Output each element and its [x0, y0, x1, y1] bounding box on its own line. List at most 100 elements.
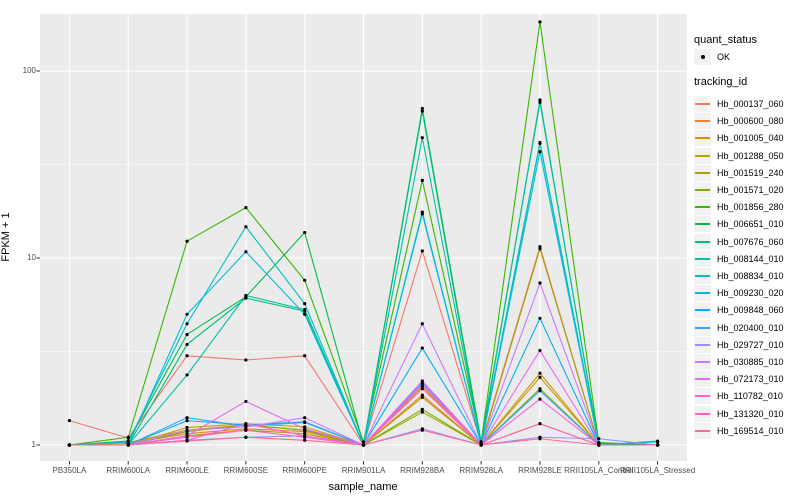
data-point — [185, 435, 189, 439]
data-point — [244, 296, 248, 300]
legend-key-label: Hb_131320_010 — [717, 408, 784, 419]
legend-key-Hb_008144_010: Hb_008144_010 — [694, 250, 800, 267]
data-point — [244, 435, 248, 439]
data-point — [185, 416, 189, 420]
data-point — [185, 425, 189, 430]
data-point — [244, 225, 248, 229]
data-point — [185, 312, 189, 316]
legend-key-label: Hb_000600_080 — [717, 116, 784, 127]
legend-color-line-icon — [695, 361, 710, 363]
legend-key-Hb_001288_050: Hb_001288_050 — [694, 147, 800, 164]
data-point — [420, 106, 424, 111]
legend-color-line-icon — [695, 257, 710, 260]
legend-key-label: Hb_006651_010 — [717, 219, 784, 230]
data-point — [361, 443, 366, 447]
legend-key-label: Hb_001519_240 — [717, 167, 784, 178]
data-point — [303, 435, 307, 439]
legend-color-line-icon — [695, 171, 710, 174]
legend-key-Hb_020400_010: Hb_020400_010 — [694, 319, 800, 336]
legend-key-label: Hb_008834_010 — [717, 271, 784, 281]
y-tick-label-100: 100 — [22, 66, 36, 75]
data-point — [538, 141, 542, 146]
legend-key-label: Hb_009848_060 — [717, 305, 784, 316]
data-point — [597, 437, 601, 441]
data-point — [538, 247, 542, 251]
data-point — [303, 416, 307, 420]
data-point — [185, 239, 189, 243]
legend-color-line-icon — [695, 103, 710, 105]
quant-status-key-ok: OK — [694, 49, 794, 65]
legend-key-label: Hb_001571_020 — [717, 185, 784, 195]
data-point — [420, 387, 424, 391]
legend-key-Hb_001571_020: Hb_001571_020 — [694, 182, 800, 198]
legend-color-line-icon — [695, 292, 710, 295]
legend-color-line-icon — [695, 326, 710, 329]
legend-key-Hb_009230_020: Hb_009230_020 — [694, 285, 800, 302]
data-point — [538, 316, 542, 320]
legend-color-line-icon — [695, 395, 710, 398]
data-point — [420, 428, 424, 432]
data-point — [185, 428, 189, 432]
data-point — [303, 427, 307, 431]
legend-color-line-icon — [695, 429, 710, 432]
data-point — [420, 178, 424, 182]
legend-color-line-icon — [695, 240, 710, 243]
ok-point-icon — [700, 55, 705, 59]
legend-color-line-icon — [695, 223, 710, 226]
data-point — [303, 302, 307, 306]
data-point — [538, 348, 542, 353]
legend-key-Hb_008834_010: Hb_008834_010 — [694, 268, 800, 284]
data-point — [420, 410, 424, 414]
legend-key-label: Hb_008144_010 — [717, 253, 784, 264]
data-point — [185, 332, 189, 337]
data-point — [185, 439, 189, 443]
data-point — [185, 322, 189, 326]
data-point — [244, 206, 248, 210]
legend-color-line-icon — [695, 378, 710, 381]
data-point — [655, 440, 660, 444]
data-point — [244, 425, 248, 429]
legend-key-label: Hb_007676_060 — [717, 236, 784, 247]
data-point — [420, 249, 424, 253]
data-point — [303, 230, 307, 235]
data-point — [185, 342, 189, 347]
data-point — [538, 422, 542, 426]
data-point — [479, 440, 483, 444]
data-point — [244, 293, 248, 298]
x-axis-title: sample_name — [328, 481, 398, 493]
data-point — [303, 420, 307, 425]
legend-key-label: Hb_000137_060 — [717, 99, 784, 109]
legend-key-Hb_169514_010: Hb_169514_010 — [694, 422, 800, 439]
legend-key-label: Hb_009230_020 — [717, 288, 784, 299]
y-axis-title: FPKM + 1 — [0, 212, 12, 262]
x-tick-label-RRIM901LA: RRIM901LA — [341, 466, 386, 475]
data-point — [538, 150, 542, 154]
data-point — [538, 98, 542, 102]
legend-key-label: Hb_020400_010 — [717, 322, 784, 333]
legend-key-Hb_006651_010: Hb_006651_010 — [694, 216, 800, 233]
legend-color-line-icon — [695, 343, 710, 346]
data-point — [538, 100, 542, 104]
legend-key-Hb_001856_280: Hb_001856_280 — [694, 199, 800, 216]
data-point — [655, 443, 660, 447]
legend-color-line-icon — [695, 189, 710, 191]
x-tick-label-RRIM600SE: RRIM600SE — [223, 466, 269, 475]
data-point — [185, 419, 189, 423]
legend-color-line-icon — [695, 206, 710, 209]
legend-color-line-icon — [695, 309, 710, 312]
x-tick-label-RRII105LA_Control: RRII105LA_Control — [564, 466, 634, 475]
legend-key-Hb_131320_010: Hb_131320_010 — [694, 405, 800, 422]
legend-color-line-icon — [695, 154, 710, 157]
data-point — [420, 393, 424, 397]
data-point — [126, 443, 130, 447]
legend-key-Hb_030885_010: Hb_030885_010 — [694, 354, 800, 370]
legend-key-Hb_029727_010: Hb_029727_010 — [694, 336, 800, 353]
data-point — [244, 250, 248, 254]
data-point — [244, 422, 248, 426]
legend-key-Hb_007676_060: Hb_007676_060 — [694, 233, 800, 250]
data-point — [67, 419, 72, 423]
data-point — [420, 212, 424, 216]
legend-key-Hb_110782_010: Hb_110782_010 — [694, 388, 800, 405]
